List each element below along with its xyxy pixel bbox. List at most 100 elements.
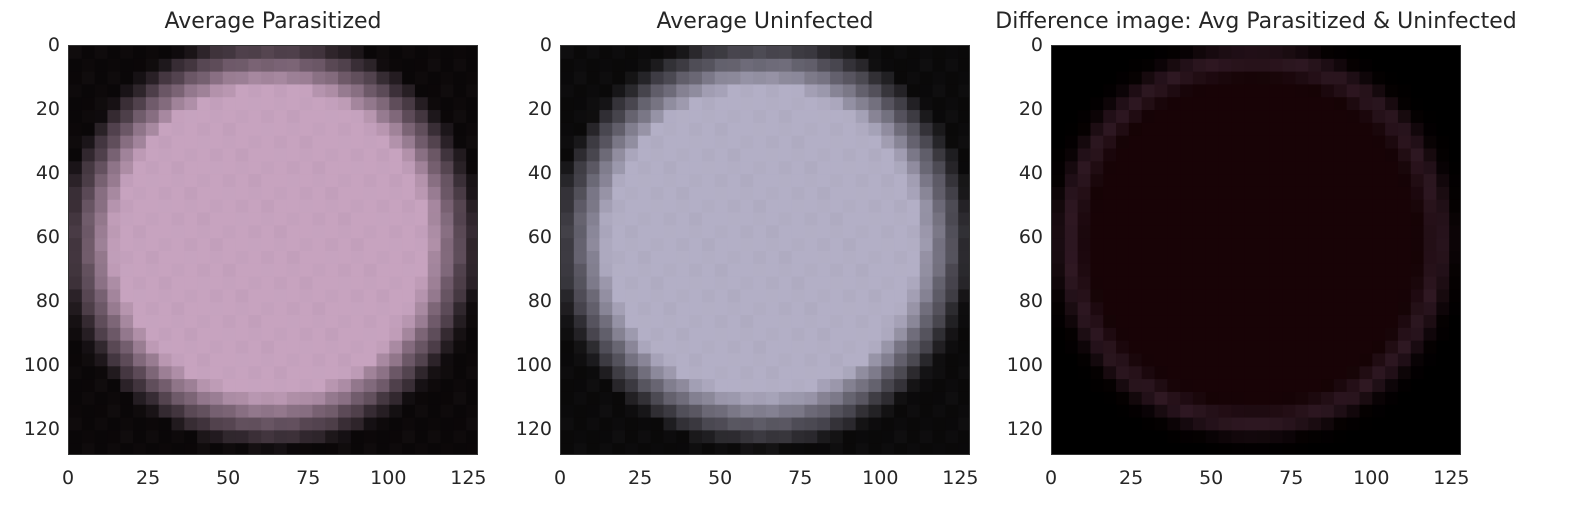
image-pixel — [299, 238, 314, 252]
image-pixel — [274, 225, 288, 239]
image-pixel — [906, 186, 921, 201]
image-pixel — [599, 186, 613, 201]
image-pixel — [766, 174, 780, 188]
image-pixel — [1077, 161, 1092, 175]
image-pixel — [414, 58, 429, 73]
image-pixel — [248, 135, 262, 150]
image-pixel — [753, 84, 767, 98]
image-pixel — [1410, 199, 1425, 214]
image-pixel — [81, 366, 96, 380]
image-pixel — [714, 225, 729, 239]
image-pixel — [363, 327, 378, 342]
image-pixel — [1321, 161, 1335, 175]
image-pixel — [804, 58, 818, 73]
image-pixel — [158, 366, 173, 380]
image-pixel — [274, 379, 288, 393]
image-pixel — [676, 225, 690, 239]
image-pixel — [663, 212, 677, 227]
image-pixel — [286, 212, 301, 227]
image-pixel — [363, 366, 378, 380]
image-pixel — [69, 417, 83, 432]
image-pixel — [1103, 353, 1117, 367]
image-pixel — [414, 251, 429, 265]
image-pixel — [1218, 417, 1233, 432]
image-pixel — [599, 199, 613, 214]
image-pixel — [1090, 353, 1104, 367]
image-pixel — [1410, 238, 1425, 252]
image-pixel — [1372, 327, 1386, 342]
image-pixel — [906, 212, 921, 227]
image-pixel — [791, 199, 806, 214]
image-pixel — [261, 302, 275, 316]
image-pixel — [932, 135, 947, 150]
image-pixel — [376, 58, 390, 73]
image-pixel — [235, 110, 250, 124]
image-pixel — [637, 174, 652, 188]
image-pixel — [727, 391, 742, 406]
image-pixel — [1359, 46, 1373, 60]
image-pixel — [1192, 353, 1207, 367]
x-tick-label: 25 — [1118, 467, 1144, 489]
image-pixel — [919, 58, 934, 73]
image-pixel — [689, 379, 703, 393]
image-pixel — [586, 327, 601, 342]
image-pixel — [1257, 340, 1271, 355]
y-tick-label: 80 — [527, 290, 552, 313]
image-pixel — [1167, 71, 1181, 86]
image-pixel — [663, 161, 677, 175]
image-pixel — [919, 391, 934, 406]
image-pixel — [350, 122, 365, 137]
image-pixel — [145, 212, 160, 227]
image-pixel — [1449, 289, 1460, 303]
image-pixel — [1218, 186, 1233, 201]
image-pixel — [171, 430, 185, 444]
image-pixel — [625, 225, 639, 239]
image-pixel — [1282, 327, 1297, 342]
image-pixel — [197, 84, 211, 98]
image-pixel — [1423, 417, 1438, 432]
image-pixel — [1397, 340, 1412, 355]
image-pixel — [1359, 122, 1373, 137]
image-pixel — [1282, 315, 1297, 329]
image-pixel — [197, 97, 211, 111]
image-pixel — [1359, 97, 1373, 111]
image-pixel — [612, 58, 626, 73]
image-pixel — [222, 276, 237, 291]
image-pixel — [1116, 199, 1130, 214]
image-pixel — [81, 148, 96, 162]
image-pixel — [1372, 212, 1386, 227]
image-pixel — [466, 366, 477, 380]
image-pixel — [650, 391, 665, 406]
image-pixel — [1410, 186, 1425, 201]
image-pixel — [1205, 327, 1220, 342]
image-pixel — [107, 122, 121, 137]
image-pixel — [402, 238, 416, 252]
image-pixel — [350, 263, 365, 278]
image-pixel — [599, 135, 613, 150]
image-pixel — [466, 327, 477, 342]
image-pixel — [663, 251, 677, 265]
image-pixel — [120, 276, 134, 291]
image-pixel — [402, 110, 416, 124]
image-pixel — [1410, 135, 1425, 150]
image-pixel — [637, 97, 652, 111]
image-pixel — [1321, 199, 1335, 214]
image-pixel — [120, 263, 134, 278]
image-pixel — [1436, 58, 1450, 73]
image-pixel — [1423, 315, 1438, 329]
image-pixel — [1090, 212, 1104, 227]
image-pixel — [363, 212, 378, 227]
image-pixel — [1436, 315, 1450, 329]
image-pixel — [1321, 302, 1335, 316]
image-pixel — [133, 174, 147, 188]
image-pixel — [663, 110, 677, 124]
image-pixel — [376, 289, 390, 303]
image-pixel — [69, 122, 83, 137]
image-pixel — [338, 443, 352, 454]
image-pixel — [1295, 315, 1309, 329]
image-pixel — [637, 251, 652, 265]
image-pixel — [1128, 148, 1143, 162]
image-pixel — [1244, 58, 1258, 73]
image-pixel — [689, 58, 703, 73]
image-pixel — [1423, 212, 1438, 227]
